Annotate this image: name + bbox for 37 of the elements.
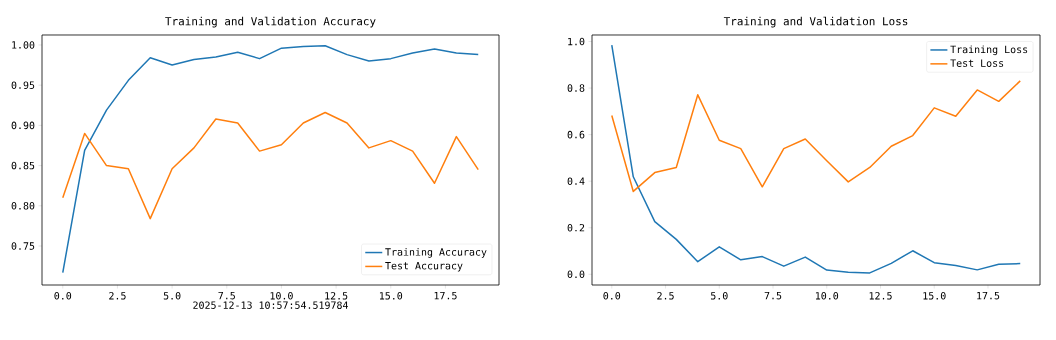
- x-tick-label: 0.0: [603, 292, 621, 300]
- x-tick-label: 12.5: [869, 292, 892, 300]
- x-tick-label: 17.5: [977, 292, 1000, 300]
- y-tick-label: 0.4: [567, 177, 585, 185]
- y-tick-label: 1.0: [568, 37, 585, 46]
- chart-title: Training and Validation Loss: [723, 16, 908, 28]
- x-tick-label: 10.0: [270, 292, 293, 300]
- x-tick-label: 2.5: [657, 292, 674, 300]
- y-tick-label: 0.95: [11, 81, 35, 89]
- x-tick-label: 5.0: [710, 292, 728, 300]
- x-tick-label: 2.5: [109, 292, 126, 300]
- y-tick-label: 0.80: [11, 202, 35, 210]
- x-tick-label: 10.0: [815, 292, 839, 300]
- y-tick-label: 0.0: [567, 270, 585, 279]
- legend-label: Training Accuracy: [385, 248, 487, 258]
- y-tick-label: 1.00: [12, 41, 35, 49]
- y-tick-label: 0.2: [567, 223, 585, 232]
- x-tick-label: 7.5: [764, 292, 782, 300]
- legend-label: Test Loss: [950, 59, 1004, 67]
- x-tick-label: 15.0: [923, 292, 946, 300]
- line-series: [611, 80, 1021, 193]
- x-tick-label: 7.5: [218, 292, 235, 300]
- x-tick-label: 0.0: [54, 292, 72, 300]
- y-tick-label: 0.85: [11, 161, 35, 170]
- x-tick-label: 15.0: [379, 292, 403, 300]
- line-series: [62, 111, 479, 220]
- x-tick-label: 5.0: [163, 292, 181, 300]
- legend-label: Training Loss: [950, 45, 1028, 56]
- x-axis-title: 2025-12-13 10:57:54.519784: [193, 301, 348, 309]
- x-tick-label: 17.5: [434, 292, 457, 300]
- y-tick-label: 0.90: [11, 121, 35, 130]
- legend-label: Test Accuracy: [385, 262, 463, 272]
- y-tick-label: 0.6: [567, 130, 585, 139]
- y-tick-label: 0.8: [567, 84, 585, 92]
- y-tick-label: 0.75: [11, 242, 35, 250]
- x-tick-label: 12.5: [325, 292, 348, 300]
- chart-title: Training and Validation Accuracy: [165, 16, 376, 28]
